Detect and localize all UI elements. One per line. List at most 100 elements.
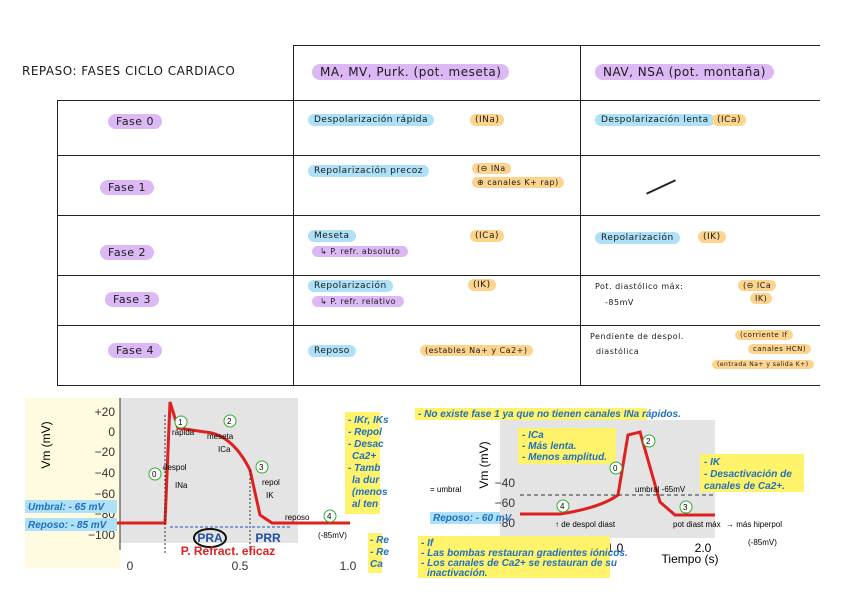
cell: Despolarización lenta <box>595 114 715 126</box>
cell: ↳ P. refr. absoluto <box>312 246 409 257</box>
tick: 2.0 <box>695 541 712 555</box>
hand: (-85mV) <box>748 538 777 547</box>
note-box <box>418 536 610 578</box>
note: Ca <box>370 559 383 570</box>
y-label: Vm (mV) <box>39 421 53 468</box>
rule <box>293 45 294 385</box>
hand: 2 <box>227 417 232 426</box>
hand: ICa <box>218 445 231 454</box>
cell: (IK) <box>468 279 496 291</box>
hand: 1 <box>178 418 183 427</box>
phase-mark <box>642 434 656 448</box>
note: canales de Ca2+. <box>704 481 785 492</box>
note: la dur <box>352 475 380 486</box>
note-box <box>368 533 382 573</box>
label: P. Refract. eficaz <box>181 544 276 558</box>
hand: IK <box>266 491 274 500</box>
note: - Desactivación de <box>704 469 792 480</box>
note-box <box>700 454 804 492</box>
col-header: MA, MV, Purk. (pot. meseta) <box>312 64 510 80</box>
note: - If <box>421 538 435 549</box>
label: PRR <box>255 531 281 545</box>
panel <box>25 398 120 568</box>
note: al ten <box>352 499 378 510</box>
label: Reposo: - 60 mV <box>433 513 513 524</box>
cell: (INa) <box>470 114 505 126</box>
phase-mark <box>148 467 162 481</box>
tick: 0 <box>127 559 134 573</box>
cell: Reposo <box>308 345 356 357</box>
cell: ⊕ canales K+ rap) <box>472 177 564 188</box>
note: - Más lenta. <box>522 441 576 452</box>
note: - Desac <box>348 439 384 450</box>
hand: → más hiperpol <box>726 520 782 529</box>
note: - No existe fase 1 ya que no tienen cana… <box>418 409 681 420</box>
cell: Repolarización <box>595 232 680 244</box>
cell: (entrada Na+ y salida K+) <box>712 360 814 369</box>
rule <box>293 45 820 46</box>
tick: 1.0 <box>340 559 357 573</box>
hand: pot diast máx <box>673 520 721 529</box>
phase-mark <box>174 415 188 429</box>
phase: Fase 4 <box>108 343 163 358</box>
phase: Fase 0 <box>108 114 163 129</box>
col-header: NAV, NSA (pot. montaña) <box>595 64 774 80</box>
cell: (estables Na+ y Ca2+) <box>420 345 533 356</box>
cell: (⊖ INa <box>472 163 511 174</box>
hand: INa <box>175 481 188 490</box>
charts: Vm (mV) +20 0 −20 −40 −60 −80 −100 0 0.5… <box>25 398 804 579</box>
rule <box>57 385 820 386</box>
hand: reposo <box>285 513 310 522</box>
note: - Tamb <box>348 463 380 474</box>
tick: 0 <box>108 425 115 439</box>
note: - Los canales de Ca2+ se restauran de su <box>421 558 617 569</box>
hand: 0 <box>152 470 157 479</box>
hand: umbral -65mV <box>635 485 686 494</box>
label-bg <box>25 518 117 531</box>
rule <box>57 215 820 216</box>
tick: 1.0 <box>607 541 624 555</box>
tick: −100 <box>88 528 115 542</box>
note-box <box>415 408 647 420</box>
hand: meseta <box>207 432 234 441</box>
note-box <box>345 412 380 514</box>
tick: −60 <box>495 496 516 510</box>
cell: Pot. diastólico máx: <box>595 282 684 291</box>
hand: rápida <box>172 428 195 437</box>
hand: 3 <box>259 463 264 472</box>
rule <box>580 45 581 385</box>
phase: Fase 2 <box>100 245 155 260</box>
curve <box>520 430 715 517</box>
cell: ↳ P. refr. relativo <box>312 296 405 307</box>
note: - IK <box>704 457 721 468</box>
title: REPASO: FASES CICLO CARDIACO <box>22 64 236 78</box>
hand: = umbral <box>430 485 462 494</box>
note: - Re <box>370 547 389 558</box>
label: Umbral: - 65 mV <box>28 502 105 513</box>
hand: ↑ de despol diast <box>555 520 616 529</box>
hand: 4 <box>560 502 565 511</box>
tick: +20 <box>95 405 116 419</box>
cell: -85mV <box>605 298 634 307</box>
label-bg <box>25 500 117 513</box>
phase-mark <box>556 499 570 513</box>
phase: Fase 3 <box>105 292 160 307</box>
phase-mark <box>255 460 269 474</box>
cell: (corriente If <box>735 330 793 340</box>
cell: IK) <box>750 293 773 304</box>
cell: (ICa) <box>712 114 746 126</box>
label: PRA <box>197 531 223 545</box>
note: - Menos amplitud. <box>522 452 607 463</box>
cell: Despolarización rápida <box>308 114 435 126</box>
phase: Fase 1 <box>100 180 155 195</box>
x-label: Tiempo (s) <box>662 552 719 566</box>
rule <box>57 100 820 101</box>
tick: −40 <box>95 466 116 480</box>
y-label: Vm (mV) <box>477 441 491 488</box>
phase-mark <box>679 500 693 514</box>
hand: despol <box>163 463 187 472</box>
note: - Las bombas restauran gradientes iónico… <box>421 548 628 559</box>
cell: (ICa) <box>470 230 504 242</box>
cell: Pendiente de despol. <box>590 332 684 341</box>
